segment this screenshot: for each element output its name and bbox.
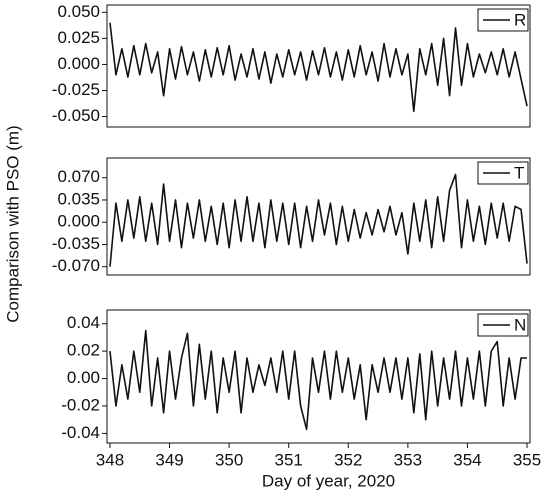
plot-frame [106,4,531,128]
y-tick-label: -0.04 [61,423,100,442]
y-tick-label: -0.035 [52,234,100,253]
x-tick-label: 349 [155,450,183,469]
y-tick-label: 0.02 [67,341,100,360]
x-tick-label: 352 [334,450,362,469]
y-axis-label: Comparison with PSO (m) [3,125,22,322]
x-tick-label: 355 [513,450,541,469]
plot-frame [106,157,531,276]
data-line [109,22,528,113]
y-tick-label: 0.035 [57,189,100,208]
data-line [109,329,528,431]
legend-label: T [514,163,524,182]
x-tick-label: 351 [275,450,303,469]
y-tick-label: -0.050 [52,106,100,125]
y-tick-label: 0.050 [57,2,100,21]
y-tick-label: 0.000 [57,54,100,73]
x-tick-label: 350 [215,450,243,469]
data-line [109,173,528,267]
plot-frame [106,309,531,444]
y-tick-label: 0.070 [57,167,100,186]
x-axis-label: Day of year, 2020 [262,471,395,490]
y-tick-label: -0.025 [52,80,100,99]
y-tick-label: -0.070 [52,256,100,275]
legend-label: R [514,10,526,29]
y-tick-label: -0.02 [61,395,100,414]
y-tick-label: 0.00 [67,368,100,387]
y-tick-label: 0.025 [57,28,100,47]
y-tick-label: 0.000 [57,212,100,231]
y-tick-label: 0.04 [67,313,100,332]
x-tick-label: 353 [394,450,422,469]
x-tick-label: 348 [96,450,124,469]
legend-label: N [514,315,526,334]
x-tick-label: 354 [453,450,481,469]
